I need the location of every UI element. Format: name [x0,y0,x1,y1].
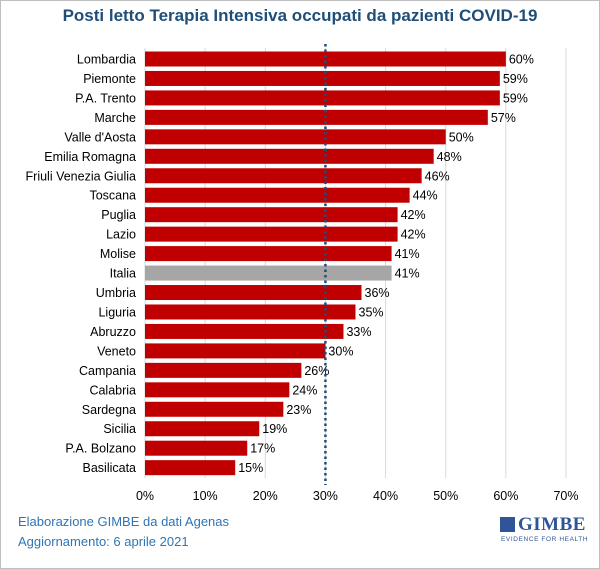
bar [145,51,506,67]
value-label: 36% [365,286,390,300]
chart-title: Posti letto Terapia Intensiva occupati d… [62,6,538,25]
value-label: 24% [292,383,317,397]
category-label: Toscana [89,189,136,203]
bar [145,226,398,242]
bar [145,129,446,145]
category-label: P.A. Trento [75,91,136,105]
category-label: Italia [110,267,136,281]
x-tick-label: 70% [553,489,578,503]
value-label: 30% [328,344,353,358]
value-label: 46% [425,169,450,183]
category-label: Veneto [97,344,136,358]
logo-word: GIMBE [518,514,586,535]
value-label: 17% [250,442,275,456]
value-label: 42% [401,228,426,242]
value-label: 19% [262,422,287,436]
value-label: 41% [395,267,420,281]
category-label: Basilicata [83,461,137,475]
logo-tagline: EVIDENCE FOR HEALTH [501,536,589,543]
category-label: Lombardia [77,53,136,67]
value-label: 48% [437,150,462,164]
value-label: 33% [346,325,371,339]
bar [145,460,236,476]
value-label: 15% [238,461,263,475]
x-tick-label: 50% [433,489,458,503]
bar [145,168,422,184]
gimbe-logo: GIMBE EVIDENCE FOR HEALTH [500,514,592,548]
value-label: 59% [503,72,528,86]
value-label: 60% [509,53,534,67]
x-tick-label: 60% [493,489,518,503]
x-tick-label: 20% [253,489,278,503]
bar [145,70,500,86]
bar [145,304,356,320]
category-label: Puglia [101,208,136,222]
value-label: 59% [503,91,528,105]
bar [145,401,284,417]
x-tick-label: 10% [193,489,218,503]
footer-update: Aggiornamento: 6 aprile 2021 [18,534,189,549]
bar [145,246,392,262]
category-label: Liguria [98,305,136,319]
category-label: Lazio [106,228,136,242]
category-label: Emilia Romagna [44,150,136,164]
x-tick-label: 0% [136,489,154,503]
category-label: Piemonte [83,72,136,86]
bar [145,343,326,359]
x-tick-label: 30% [313,489,338,503]
bar [145,90,500,106]
category-label: Abruzzo [90,325,136,339]
category-label: Umbria [96,286,136,300]
bar [145,440,248,456]
bar [145,207,398,223]
bar [145,421,260,437]
value-label: 57% [491,111,516,125]
category-label: Sicilia [103,422,136,436]
value-label: 26% [304,364,329,378]
category-label: Valle d'Aosta [64,130,136,144]
category-label: Calabria [89,383,136,397]
category-label: Sardegna [82,403,136,417]
bar [145,109,488,125]
bar [145,285,362,301]
bar [145,187,410,203]
category-label: Marche [94,111,136,125]
value-label: 42% [401,208,426,222]
bar [145,362,302,378]
category-label: P.A. Bolzano [65,442,136,456]
value-label: 35% [359,305,384,319]
value-label: 41% [395,247,420,261]
bar [145,382,290,398]
value-label: 50% [449,130,474,144]
category-label: Campania [79,364,136,378]
category-label: Friuli Venezia Giulia [26,169,137,183]
x-tick-label: 40% [373,489,398,503]
value-label: 23% [286,403,311,417]
value-label: 44% [413,189,438,203]
bar [145,148,434,164]
bar [145,323,344,339]
category-label: Molise [100,247,136,261]
footer-source: Elaborazione GIMBE da dati Agenas [18,514,230,529]
logo-mark-icon [500,517,515,532]
bar-highlight [145,265,392,281]
